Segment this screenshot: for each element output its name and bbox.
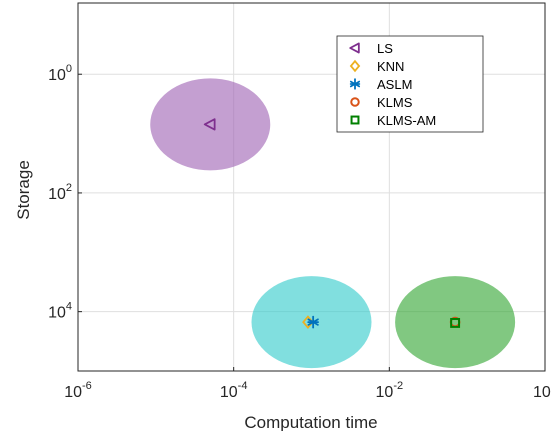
x-axis-title: Computation time <box>244 413 377 431</box>
x-axis-ticks: 10-6 10-4 10-2 100 <box>64 367 551 401</box>
cluster-ellipse <box>395 276 516 369</box>
legend-label: KNN <box>377 59 404 74</box>
data-point-klms-am <box>450 317 461 328</box>
legend-label: ASLM <box>377 77 412 92</box>
legend-box <box>336 35 484 133</box>
data-point-aslm <box>307 315 319 329</box>
legend-item-ls: LS <box>349 41 393 56</box>
plot-frame <box>77 2 546 372</box>
y-axis-title: Storage <box>14 160 33 220</box>
cluster-ellipse <box>150 78 271 171</box>
asterisk-marker <box>307 315 319 329</box>
data-markers <box>203 118 461 329</box>
square-marker <box>350 115 360 125</box>
y-tick-label: 104 <box>48 301 72 322</box>
x-tick-label: 10-4 <box>220 380 248 401</box>
x-tick-label: 10-2 <box>376 380 404 401</box>
legend-item-aslm: ASLM <box>349 77 412 92</box>
square-marker <box>450 317 461 328</box>
legend-item-klms: KLMS <box>350 95 413 110</box>
legend-label: KLMS <box>377 95 413 110</box>
y-tick-label: 102 <box>48 182 72 203</box>
legend-item-klms-am: KLMS-AM <box>350 113 436 128</box>
legend-item-knn: KNN <box>349 59 404 74</box>
data-point-ls <box>203 118 216 131</box>
asterisk-marker <box>349 78 361 90</box>
x-tick-label: 10-6 <box>64 380 92 401</box>
y-axis-ticks: 100 102 104 <box>48 63 82 322</box>
legend-label: LS <box>377 41 393 56</box>
legend-label: KLMS-AM <box>377 113 436 128</box>
triangle-marker <box>203 118 216 131</box>
legend: LS KNN ASLM KLMS KLMS-AM <box>336 35 484 133</box>
triangle-marker <box>349 42 360 54</box>
x-tick-label: 100 <box>533 380 551 401</box>
y-tick-label: 100 <box>48 63 72 84</box>
circle-marker <box>350 97 360 107</box>
diamond-marker <box>349 59 361 73</box>
